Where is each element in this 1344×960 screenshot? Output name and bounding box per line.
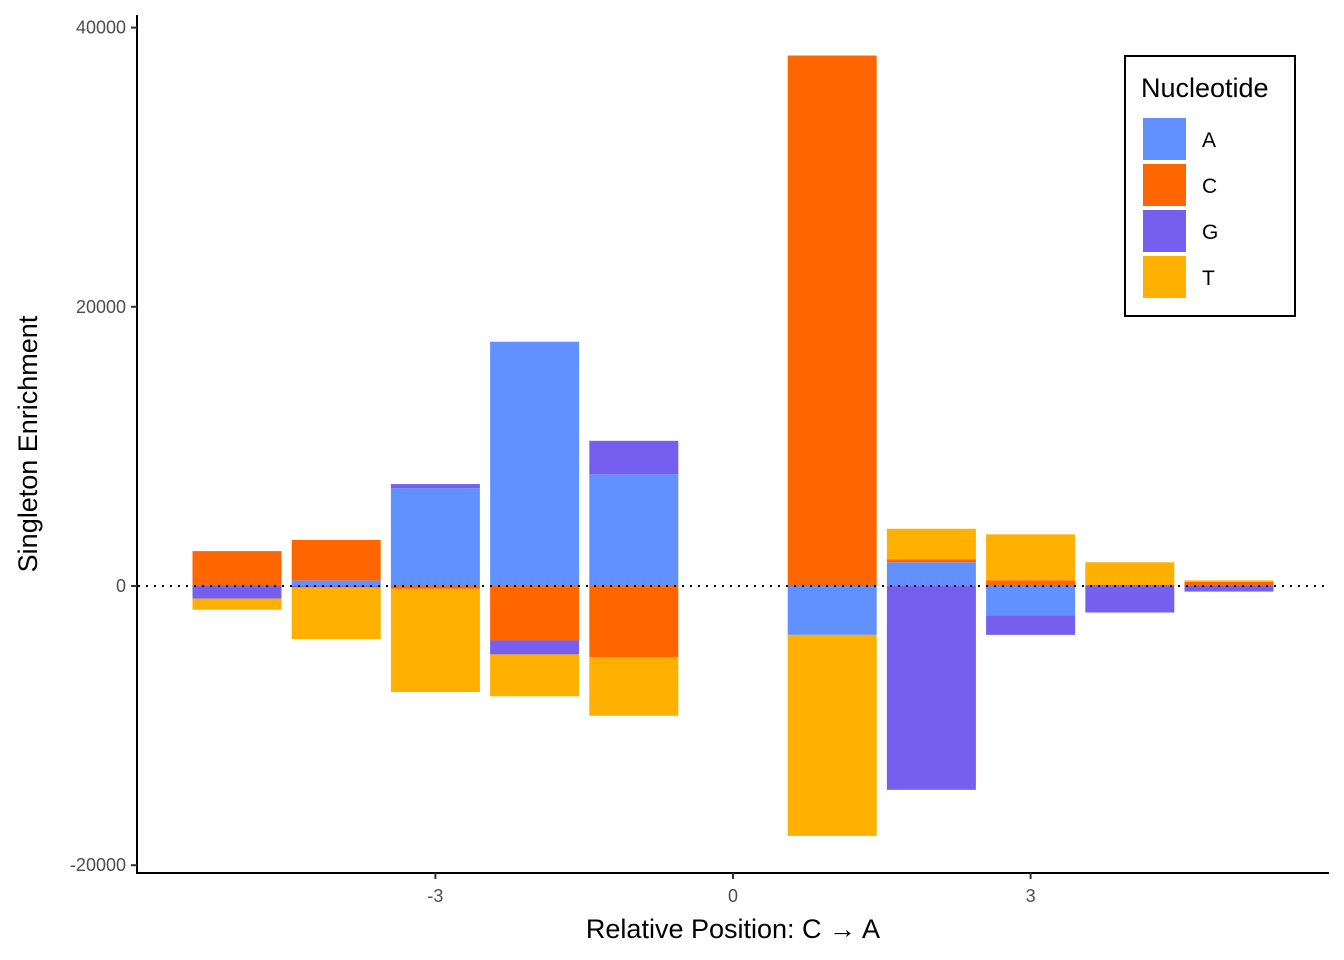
y-axis-title: Singleton Enrichment (13, 315, 43, 572)
x-tick-label: 3 (1026, 886, 1036, 906)
legend-label-T: T (1202, 267, 1215, 290)
bar-pos5-G (1184, 586, 1274, 592)
bar-pos-2-T (490, 654, 580, 697)
bar-pos-3-C (390, 586, 480, 589)
y-tick-label: -20000 (70, 855, 126, 875)
legend-title: Nucleotide (1141, 73, 1269, 103)
x-axis-title: Relative Position: C → A (586, 914, 880, 944)
bar-pos3-C (986, 580, 1076, 586)
legend-label-G: G (1202, 221, 1218, 244)
bar-pos-1-G (589, 440, 679, 475)
bar-pos3-T (986, 534, 1076, 581)
bar-pos2-C (886, 559, 976, 563)
y-tick-label: 20000 (76, 297, 126, 317)
bar-pos-2-C (490, 586, 580, 641)
bar-pos2-A (886, 562, 976, 586)
bar-pos-5-C (192, 551, 282, 586)
bar-pos-4-C (291, 539, 381, 581)
bar-pos-3-T (390, 588, 480, 693)
bars-layer (192, 55, 1274, 836)
bar-pos4-T (1085, 562, 1175, 585)
legend-swatch-G (1143, 210, 1186, 252)
legend-label-C: C (1202, 175, 1217, 198)
bar-pos-1-T (589, 657, 679, 716)
bar-pos1-C (787, 55, 877, 586)
bar-pos-4-T (291, 587, 381, 640)
axes-layer: -20000 0 20000 40000 -3 0 3 (70, 15, 1329, 906)
bar-pos4-C (1085, 584, 1175, 586)
legend-swatch-A (1143, 118, 1186, 160)
x-tick-label: -3 (427, 886, 443, 906)
bar-pos-2-G (490, 640, 580, 655)
bar-pos4-G (1085, 586, 1175, 613)
legend-swatch-C (1143, 164, 1186, 206)
bar-pos3-G (986, 615, 1076, 635)
bar-pos-1-C (589, 586, 679, 658)
bar-pos-3-G (390, 484, 480, 489)
bar-pos5-T (1184, 580, 1274, 582)
bar-pos-2-A (490, 341, 580, 586)
bar-pos2-G (886, 586, 976, 790)
y-tick-label: 0 (116, 576, 126, 596)
bar-pos-5-T (192, 598, 282, 610)
bar-pos-4-G (291, 586, 381, 588)
bar-pos3-A (986, 586, 1076, 616)
y-tick-label: 40000 (76, 18, 126, 38)
bar-pos1-A (787, 586, 877, 635)
bar-pos-3-A (390, 488, 480, 586)
x-tick-label: 0 (728, 886, 738, 906)
bar-pos2-T (886, 528, 976, 560)
legend-swatch-T (1143, 256, 1186, 298)
bar-pos-4-A (291, 580, 381, 586)
bar-pos-5-G (192, 586, 282, 599)
bar-pos1-T (787, 634, 877, 836)
bar-pos5-C (1184, 581, 1274, 586)
bar-pos-1-A (589, 474, 679, 586)
legend-label-A: A (1202, 129, 1216, 152)
